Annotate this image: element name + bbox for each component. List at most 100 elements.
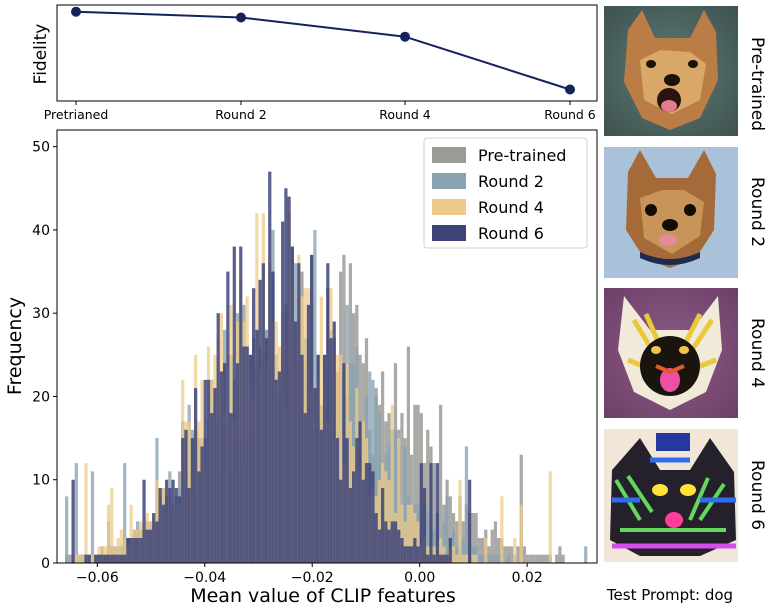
histogram-bar (377, 529, 381, 563)
histogram-bar (319, 429, 323, 563)
legend-label-round4: Round 4 (478, 198, 544, 217)
histogram-bar (471, 554, 475, 563)
dog-muzzle (655, 364, 685, 375)
fidelity-point (400, 31, 410, 42)
histogram-bar (558, 546, 562, 563)
histogram-bar (235, 363, 240, 563)
histogram-bar (123, 538, 127, 563)
histogram-bar (277, 371, 282, 563)
histogram-bar (538, 554, 543, 563)
histogram-bar (103, 554, 107, 563)
histogram-bar (71, 479, 75, 563)
histogram-bar (74, 554, 78, 563)
dog-tongue (665, 512, 683, 528)
histogram-bar (426, 429, 430, 563)
histogram-bar (132, 538, 136, 563)
histogram-bar (219, 371, 224, 563)
histogram-bar (535, 554, 539, 563)
histogram-bar (384, 521, 388, 563)
histogram-bar (442, 554, 446, 563)
histogram-bar (445, 496, 449, 563)
histogram-x-tick-label: −0.06 (76, 570, 119, 586)
histogram-bar (532, 554, 536, 563)
histogram-bar (155, 521, 159, 563)
histogram-bar (542, 554, 546, 563)
histogram-bar (413, 538, 417, 563)
histogram-bar (248, 354, 253, 563)
histogram-bar (200, 446, 204, 563)
histogram-bar (322, 354, 327, 563)
histogram-bar (410, 504, 414, 563)
histogram-bar (68, 554, 72, 563)
histogram-bar (129, 538, 133, 563)
dog-body (610, 438, 736, 556)
histogram-bar (358, 421, 362, 563)
histogram-bar (326, 263, 330, 563)
thumbnail-round2 (604, 147, 738, 278)
histogram-bar (390, 521, 394, 563)
dog-stripes (612, 457, 736, 503)
histogram-x-tick-label: −0.04 (183, 570, 226, 586)
legend-swatch-round6 (432, 225, 466, 241)
histogram-bar (439, 554, 443, 563)
histogram-bar (213, 388, 217, 563)
histogram-bar (232, 246, 236, 563)
histogram-bar (94, 554, 98, 563)
thumbnail-pretrained (604, 6, 738, 136)
legend-swatch-round4 (432, 199, 466, 215)
histogram-bar (410, 546, 414, 563)
histogram-bar (100, 554, 104, 563)
histogram-bar (419, 463, 423, 563)
histogram-bar (255, 329, 259, 563)
histogram-bar (406, 546, 411, 563)
histogram-bar (135, 538, 140, 563)
histogram-bar (439, 404, 443, 563)
histogram-bar (110, 554, 114, 563)
histogram-bar (223, 363, 227, 563)
histogram-bar (519, 504, 523, 563)
histogram-bar (503, 546, 507, 563)
histogram-bar (290, 246, 294, 563)
histogram-bar (194, 388, 198, 563)
histogram-bar (561, 554, 565, 563)
histogram-bar (335, 438, 340, 563)
thumbnail-round6 (604, 429, 738, 562)
histogram-bar (374, 396, 378, 563)
histogram-bar (500, 496, 504, 563)
histogram-bar (432, 554, 436, 563)
histogram-bar (264, 338, 269, 563)
histogram-bar (435, 463, 440, 563)
histogram-bar (393, 429, 398, 563)
histogram-bar (271, 271, 275, 563)
histogram-bar (529, 554, 533, 563)
fidelity-x-ticks: Pretrianed Round 2 Round 4 Round 6 (44, 101, 596, 122)
histogram-x-ticks: −0.06 −0.04 −0.02 0.00 0.02 (76, 563, 543, 586)
histogram-bar (422, 488, 427, 563)
histogram-bar (313, 388, 317, 563)
histogram-bar (197, 471, 201, 563)
histogram-bar (345, 438, 349, 563)
histogram-bar (371, 471, 375, 563)
histogram-bar (206, 379, 211, 563)
histogram-bar (77, 554, 82, 563)
histogram-bar (119, 529, 124, 563)
dog-collar (640, 252, 700, 265)
histogram-bar (480, 554, 485, 563)
histogram-bar (455, 521, 459, 563)
histogram-bar (400, 538, 404, 563)
fidelity-x-tick-label: Round 6 (544, 107, 596, 122)
histogram-bar (387, 479, 391, 563)
dog-eye (680, 484, 696, 496)
fidelity-line (75, 10, 571, 91)
histogram-y-tick-label: 50 (32, 140, 50, 156)
histogram-bar (477, 538, 481, 563)
histogram-bar (106, 504, 111, 563)
histogram-bar (129, 504, 133, 563)
thumbnail-round4 (604, 288, 738, 418)
histogram-bar (432, 463, 436, 563)
histogram-bar (364, 463, 369, 563)
histogram-bar (526, 554, 530, 563)
histogram-bar (390, 404, 394, 563)
histogram-bar (468, 479, 472, 563)
histogram-bar (474, 513, 478, 563)
